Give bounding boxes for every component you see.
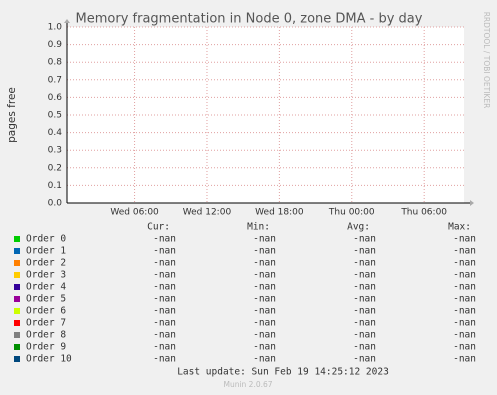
legend-label: Order 8 — [26, 330, 66, 341]
legend-stat: -nan — [353, 306, 376, 317]
y-axis-arrow — [64, 19, 70, 23]
legend-stat: -nan — [453, 294, 476, 305]
y-tick-label: 0.5 — [48, 111, 62, 121]
x-tick-label: Thu 00:00 — [328, 208, 375, 218]
last-update: Last update: Sun Feb 19 14:25:12 2023 — [177, 367, 389, 378]
chart-title: Memory fragmentation in Node 0, zone DMA… — [76, 12, 423, 27]
column-header: Max: — [448, 222, 471, 233]
legend-stat: -nan — [453, 258, 476, 269]
legend-swatch — [14, 260, 20, 266]
y-tick-label: 0.0 — [48, 199, 63, 209]
legend-swatch — [14, 356, 20, 362]
legend-stat: -nan — [253, 282, 276, 293]
legend-stat: -nan — [153, 318, 176, 329]
legend-label: Order 5 — [26, 294, 66, 305]
column-header: Cur: — [147, 222, 170, 233]
column-header: Min: — [247, 222, 270, 233]
legend-stat: -nan — [453, 354, 476, 365]
y-tick-label: 0.7 — [48, 75, 62, 85]
legend-stat: -nan — [453, 270, 476, 281]
x-tick-label: Wed 06:00 — [110, 208, 159, 218]
x-tick-label: Wed 18:00 — [255, 208, 304, 218]
legend-stat: -nan — [453, 246, 476, 257]
legend-stat: -nan — [153, 354, 176, 365]
legend-stat: -nan — [253, 342, 276, 353]
legend-stat: -nan — [253, 330, 276, 341]
legend-swatch — [14, 272, 20, 278]
x-tick-label: Wed 12:00 — [183, 208, 232, 218]
legend-stat: -nan — [153, 342, 176, 353]
legend-label: Order 3 — [26, 270, 66, 281]
legend-stat: -nan — [353, 354, 376, 365]
legend-stat: -nan — [253, 318, 276, 329]
legend-swatch — [14, 296, 20, 302]
legend-stat: -nan — [253, 354, 276, 365]
legend-label: Order 10 — [26, 354, 72, 365]
y-tick-label: 0.8 — [48, 58, 63, 68]
legend-stat: -nan — [453, 318, 476, 329]
y-tick-label: 0.4 — [48, 128, 63, 138]
legend-stat: -nan — [453, 330, 476, 341]
legend-stat: -nan — [253, 246, 276, 257]
legend-stat: -nan — [353, 234, 376, 245]
legend-stat: -nan — [253, 258, 276, 269]
legend-label: Order 2 — [26, 258, 66, 269]
legend-stat: -nan — [453, 282, 476, 293]
legend-stat: -nan — [153, 234, 176, 245]
legend-stat: -nan — [353, 294, 376, 305]
legend-stat: -nan — [353, 318, 376, 329]
legend-stat: -nan — [153, 270, 176, 281]
legend-stat: -nan — [153, 306, 176, 317]
legend-swatch — [14, 284, 20, 290]
legend-swatch — [14, 332, 20, 338]
legend-label: Order 6 — [26, 306, 66, 317]
y-tick-label: 0.6 — [48, 93, 63, 103]
legend-stat: -nan — [353, 282, 376, 293]
y-tick-label: 0.2 — [48, 163, 62, 173]
legend-label: Order 0 — [26, 234, 66, 245]
legend-label: Order 7 — [26, 318, 66, 329]
legend-stat: -nan — [153, 246, 176, 257]
legend-stat: -nan — [353, 270, 376, 281]
legend-stat: -nan — [153, 294, 176, 305]
legend-stat: -nan — [453, 234, 476, 245]
column-header: Avg: — [347, 222, 370, 233]
y-tick-label: 1.0 — [48, 23, 63, 33]
legend-stat: -nan — [253, 306, 276, 317]
y-tick-label: 0.9 — [48, 40, 63, 50]
legend-stat: -nan — [253, 234, 276, 245]
legend-stat: -nan — [353, 258, 376, 269]
footer: Munin 2.0.67 — [223, 380, 272, 389]
legend-stat: -nan — [153, 258, 176, 269]
legend-stat: -nan — [453, 342, 476, 353]
legend-swatch — [14, 236, 20, 242]
legend-label: Order 9 — [26, 342, 66, 353]
legend-stat: -nan — [153, 330, 176, 341]
legend-stat: -nan — [353, 246, 376, 257]
legend-swatch — [14, 308, 20, 314]
y-tick-label: 0.3 — [48, 146, 62, 156]
legend-swatch — [14, 344, 20, 350]
legend-label: Order 4 — [26, 282, 66, 293]
legend-swatch — [14, 320, 20, 326]
x-axis-arrow — [470, 200, 474, 206]
x-tick-label: Thu 06:00 — [400, 208, 447, 218]
legend-stat: -nan — [253, 270, 276, 281]
legend-stat: -nan — [453, 306, 476, 317]
legend-stat: -nan — [353, 342, 376, 353]
legend-swatch — [14, 248, 20, 254]
y-axis-label: pages free — [6, 87, 18, 143]
legend-stat: -nan — [153, 282, 176, 293]
legend-stat: -nan — [353, 330, 376, 341]
y-tick-label: 0.1 — [48, 181, 62, 191]
side-text: RRDTOOL / TOBI OETIKER — [482, 12, 491, 109]
legend-label: Order 1 — [26, 246, 66, 257]
legend-stat: -nan — [253, 294, 276, 305]
